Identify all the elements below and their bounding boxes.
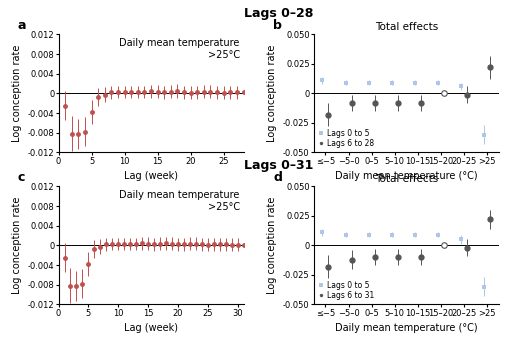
Text: d: d xyxy=(273,171,282,184)
X-axis label: Lag (week): Lag (week) xyxy=(124,323,178,333)
Text: Lags 0–28: Lags 0–28 xyxy=(244,7,314,20)
X-axis label: Daily mean temperature (°C): Daily mean temperature (°C) xyxy=(335,171,477,181)
Text: Lags 0–31: Lags 0–31 xyxy=(244,159,314,172)
Y-axis label: Log conception rate: Log conception rate xyxy=(12,197,22,294)
Text: a: a xyxy=(18,19,26,32)
Y-axis label: Log conception rate: Log conception rate xyxy=(267,45,277,142)
Legend: Lags 0 to 5, Lags 6 to 28: Lags 0 to 5, Lags 6 to 28 xyxy=(318,128,375,148)
Text: Daily mean temperature
>25°C: Daily mean temperature >25°C xyxy=(120,190,240,212)
Title: Total effects: Total effects xyxy=(375,22,438,32)
Text: Daily mean temperature
>25°C: Daily mean temperature >25°C xyxy=(120,38,240,60)
Text: c: c xyxy=(18,171,25,184)
X-axis label: Daily mean temperature (°C): Daily mean temperature (°C) xyxy=(335,323,477,333)
Title: Total effects: Total effects xyxy=(375,174,438,184)
Legend: Lags 0 to 5, Lags 6 to 31: Lags 0 to 5, Lags 6 to 31 xyxy=(318,280,375,301)
Text: b: b xyxy=(273,19,282,32)
X-axis label: Lag (week): Lag (week) xyxy=(124,171,178,181)
Y-axis label: Log conception rate: Log conception rate xyxy=(12,45,22,142)
Y-axis label: Log conception rate: Log conception rate xyxy=(267,197,277,294)
